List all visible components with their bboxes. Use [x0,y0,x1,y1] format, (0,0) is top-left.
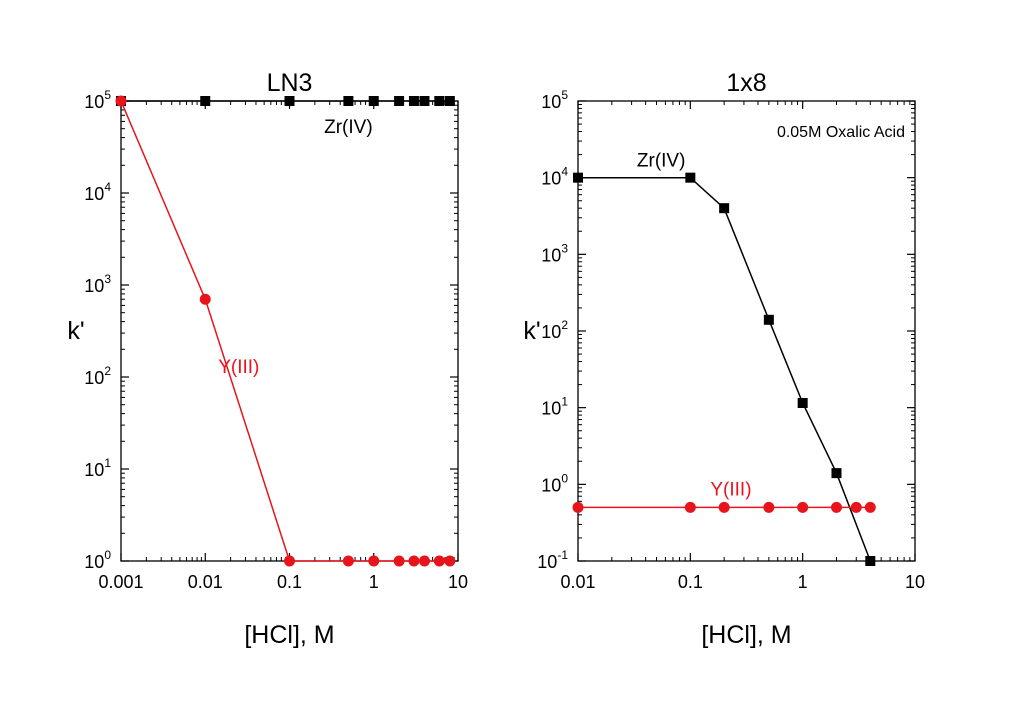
data-point [763,501,775,513]
y-tick-label: 103 [541,241,568,265]
plot-frame [120,100,459,562]
ln3-panel: LN3 [HCl], M k' 0.001 0.01 0.1 1 10 100 101 102… [67,69,468,649]
data-point [797,398,808,409]
x-tick-label: 1 [369,572,379,592]
data-point [368,555,380,567]
series-label: Zr(IV) [324,117,373,138]
data-point [850,501,862,513]
series-label: Y(III) [218,357,259,378]
data-point [830,501,842,513]
y-tick-label: 104 [541,165,568,189]
y-axis-label: k' [523,317,540,345]
x-axis-label: [HCl], M [244,621,334,649]
y-tick-label: 100 [84,548,111,572]
data-point [572,501,584,513]
data-point [408,555,420,567]
data-point [573,172,583,183]
data-point [831,468,842,479]
y-tick-label: 101 [541,395,568,419]
y-tick-label: 104 [84,180,111,204]
data-point [433,555,445,567]
x-tick-label: 0.1 [678,572,703,592]
annotation-text: 0.05M Oxalic Acid [777,124,905,141]
x-tick-label: 0.01 [560,572,595,592]
data-point [434,96,445,106]
data-point [444,555,456,567]
x-tick-label: 1 [798,572,808,592]
data-point [718,501,730,513]
data-point [719,203,730,214]
x-tick-label: 0.1 [277,572,302,592]
y-tick-label: 101 [84,456,111,480]
x-axis-label: [HCl], M [701,621,791,649]
data-point [343,96,354,106]
data-point [284,555,295,567]
1x8-panel: 1x8 [HCl], M k' 0.01 0.1 1 10 10-1 100 101 102 1… [523,69,925,649]
data-point [797,501,809,513]
x-tick-label: 0.001 [98,572,143,592]
x-tick-label: 10 [448,572,468,592]
series-label: Y(III) [710,479,751,500]
data-point [368,96,379,106]
y-tick-label: 102 [541,318,568,342]
series-line [120,100,450,562]
y-axis-label: k' [67,317,84,345]
data-point [444,96,455,106]
series-label: Zr(IV) [637,150,686,171]
data-point [393,555,405,567]
panel-title: LN3 [267,69,313,97]
y-tick-label: 103 [84,272,111,296]
data-point [115,95,127,107]
x-tick-label: 0.01 [188,572,223,592]
data-point [419,96,430,106]
data-point [342,555,354,567]
data-point [864,501,876,513]
data-point [418,555,430,567]
data-point [408,96,419,106]
data-point [199,293,211,305]
data-point [685,172,696,183]
data-point [684,501,696,513]
y-tick-label: 100 [541,471,568,495]
data-point [200,96,211,106]
panel-title: 1x8 [726,69,766,97]
y-tick-label: 105 [541,88,568,112]
x-tick-label: 10 [905,572,925,592]
y-tick-label: 10-1 [537,548,568,572]
data-point [284,96,295,106]
data-point [763,314,774,325]
data-point [394,96,405,106]
data-point [865,556,876,566]
y-tick-label: 102 [84,364,111,388]
y-tick-label: 105 [84,88,111,112]
